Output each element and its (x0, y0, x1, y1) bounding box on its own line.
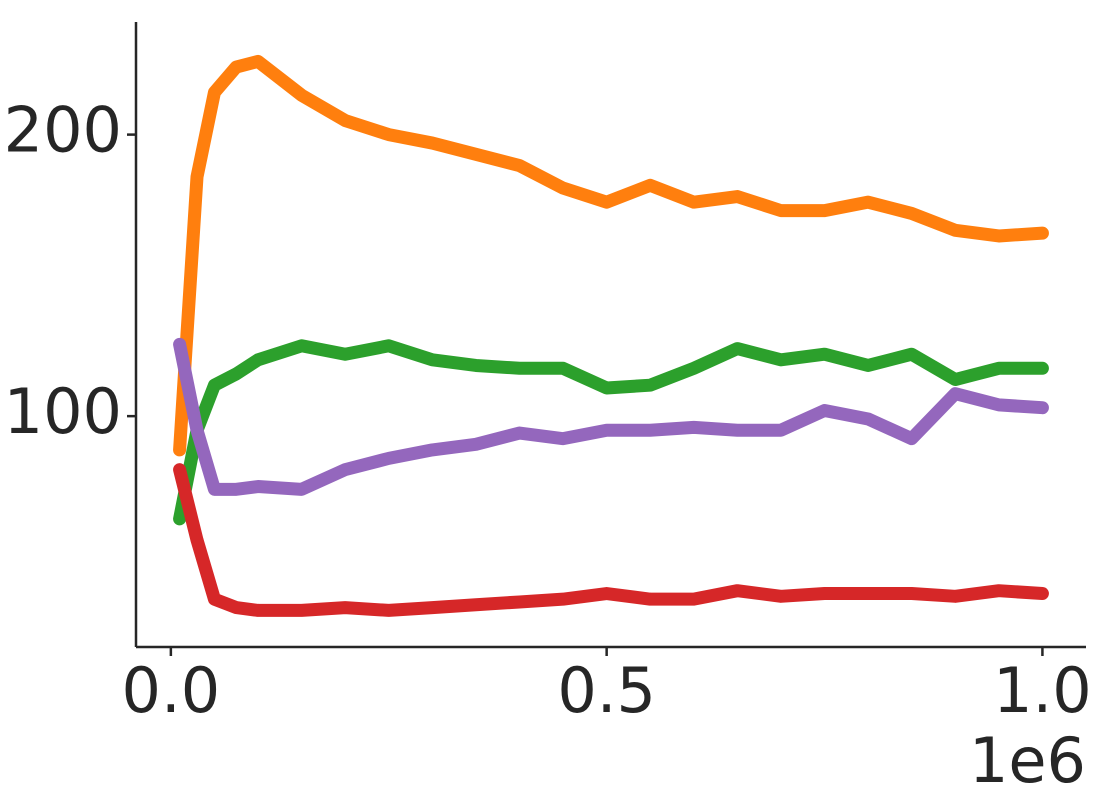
x-tick-label: 0.5 (557, 654, 656, 727)
y-tick-label: 200 (4, 94, 122, 167)
x-tick-label: 1.0 (993, 654, 1092, 727)
series-line (173, 54, 1049, 457)
series-line (173, 463, 1049, 617)
x-offset-label: 1e6 (969, 724, 1086, 797)
series-line (173, 339, 1049, 526)
series-line (173, 337, 1049, 496)
x-tick-label: 0.0 (122, 654, 221, 727)
y-tick-label: 100 (4, 375, 122, 448)
